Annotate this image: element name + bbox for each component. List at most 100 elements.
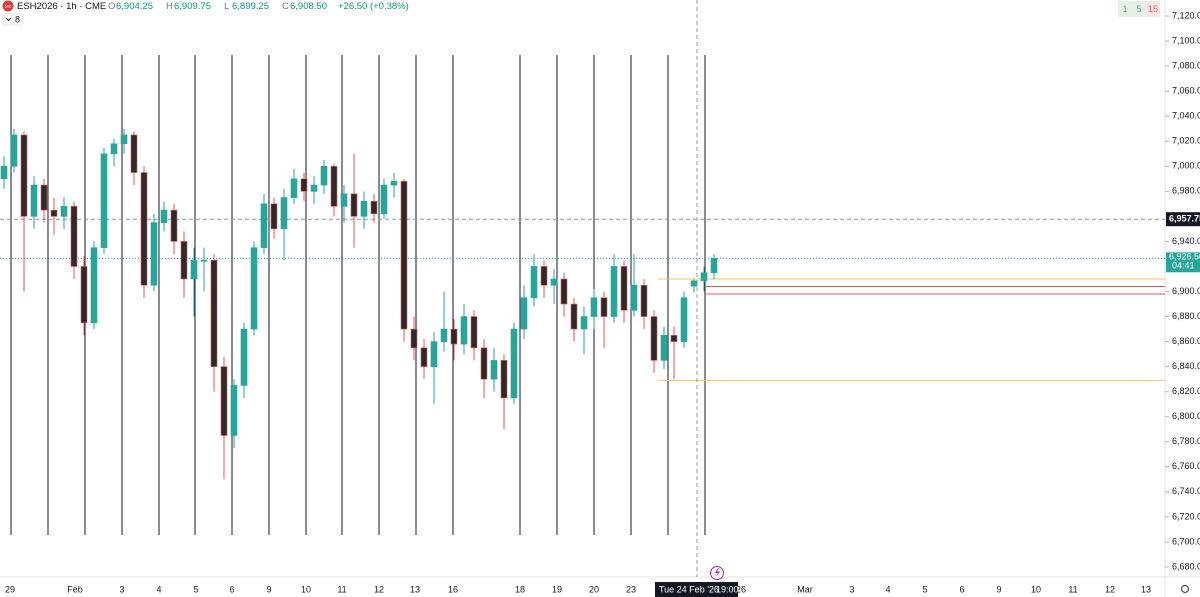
interval-label: 1 xyxy=(1122,4,1127,14)
candle-body xyxy=(140,172,148,286)
candle-body xyxy=(550,278,558,286)
ohlc-label: O xyxy=(108,1,115,12)
candle-body xyxy=(0,165,8,180)
candle-body xyxy=(640,284,648,317)
y-tick-label: 7,000.00 xyxy=(1172,161,1200,171)
candle-body xyxy=(300,178,308,192)
candle-body xyxy=(120,134,128,145)
candle-body xyxy=(80,266,88,324)
x-tick-label: 10 xyxy=(301,584,311,594)
candle-body xyxy=(150,222,158,286)
ohlc-label: C xyxy=(282,1,289,12)
ohlc-value: 6,899.25 xyxy=(232,1,269,12)
ohlc-value: 6,904.25 xyxy=(116,1,153,12)
x-tick-label: 4 xyxy=(885,584,890,594)
ohlc-value: 6,909.75 xyxy=(174,1,211,12)
chevron-icon xyxy=(5,17,12,22)
candle-body xyxy=(430,341,438,367)
x-tick-label: 3 xyxy=(119,584,124,594)
x-tick-label: 12 xyxy=(1105,584,1115,594)
candle-body xyxy=(460,316,468,345)
candle-body xyxy=(510,328,518,399)
candle-body xyxy=(370,201,378,215)
y-tick-label: 6,900.00 xyxy=(1172,286,1200,296)
crosshair-time: 19:00 xyxy=(716,584,739,594)
y-tick-label: 6,760.00 xyxy=(1172,461,1200,471)
x-tick-label: 5 xyxy=(193,584,198,594)
x-tick-label: 13 xyxy=(410,584,420,594)
candle-body xyxy=(230,385,238,436)
candle-body xyxy=(70,206,78,267)
x-tick-label: 23 xyxy=(626,584,636,594)
y-tick-label: 6,720.00 xyxy=(1172,511,1200,521)
candle-body xyxy=(340,193,348,207)
x-tick-label: 11 xyxy=(337,584,346,594)
candle-body xyxy=(350,193,358,217)
ohlc-label: L xyxy=(224,1,229,12)
candle-body xyxy=(90,247,98,324)
x-tick-label: 5 xyxy=(922,584,927,594)
candle-body xyxy=(660,335,668,361)
x-tick-label: 29 xyxy=(5,584,15,594)
y-tick-label: 6,800.00 xyxy=(1172,411,1200,421)
candle-body xyxy=(670,335,678,342)
candle-body xyxy=(190,259,198,280)
y-tick-label: 7,060.00 xyxy=(1172,86,1200,96)
candle-body xyxy=(540,266,548,286)
candle-body xyxy=(700,272,708,282)
interval-button[interactable] xyxy=(1146,1,1160,17)
y-tick-label: 6,740.00 xyxy=(1172,486,1200,496)
x-tick-label: 6 xyxy=(229,584,234,594)
candle-body xyxy=(500,360,508,399)
candle-body xyxy=(560,278,568,305)
candle-body xyxy=(290,178,298,198)
x-tick-label: 18 xyxy=(515,584,525,594)
candle-body xyxy=(590,297,598,317)
x-tick-label: 13 xyxy=(1141,584,1151,594)
candle-body xyxy=(630,284,638,311)
candle-body xyxy=(320,165,328,186)
symbol-icon xyxy=(2,0,14,12)
settings-icon[interactable] xyxy=(1180,584,1190,594)
y-tick-label: 6,980.00 xyxy=(1172,186,1200,196)
candle-body xyxy=(420,347,428,367)
candle-body xyxy=(130,134,138,173)
lightning-icon xyxy=(715,568,720,577)
x-tick-label: 20 xyxy=(589,584,599,594)
candle-body xyxy=(20,134,28,217)
interval-button[interactable] xyxy=(1118,1,1132,17)
marker-price-label: 6,957.75 xyxy=(1169,214,1200,224)
symbol[interactable]: ESH2026 · 1h · CME xyxy=(17,1,106,12)
y-tick-label: 7,040.00 xyxy=(1172,111,1200,121)
last-price-box xyxy=(1166,252,1200,273)
change: +26.50 (+0.38%) xyxy=(338,1,409,12)
interval-label: 15 xyxy=(1148,4,1158,14)
interval-label: 5 xyxy=(1136,4,1141,14)
candle-body xyxy=(520,297,528,330)
candle-body xyxy=(400,181,408,330)
candle-body xyxy=(180,241,188,280)
candle-body xyxy=(250,247,258,330)
y-tick-label: 7,120.00 xyxy=(1172,10,1200,20)
candle-body xyxy=(200,259,208,262)
y-tick-label: 7,020.00 xyxy=(1172,136,1200,146)
candle-body xyxy=(580,316,588,330)
y-tick-label: 6,700.00 xyxy=(1172,536,1200,546)
candle-body xyxy=(480,347,488,380)
indicator-toggle[interactable] xyxy=(2,13,24,26)
x-tick-label: 16 xyxy=(448,584,458,594)
candle-body xyxy=(600,297,608,317)
candle-body xyxy=(30,184,38,217)
interval-button[interactable] xyxy=(1132,1,1146,17)
ohlc-value: 6,908.50 xyxy=(290,1,327,12)
candle-body xyxy=(240,328,248,386)
x-tick-label: 19 xyxy=(552,584,562,594)
x-tick-label: 3 xyxy=(849,584,854,594)
candle-body xyxy=(40,184,48,211)
x-tick-label: 26 xyxy=(736,584,746,594)
candle-body xyxy=(280,197,288,230)
candle-body xyxy=(260,203,268,248)
candle-body xyxy=(680,297,688,342)
